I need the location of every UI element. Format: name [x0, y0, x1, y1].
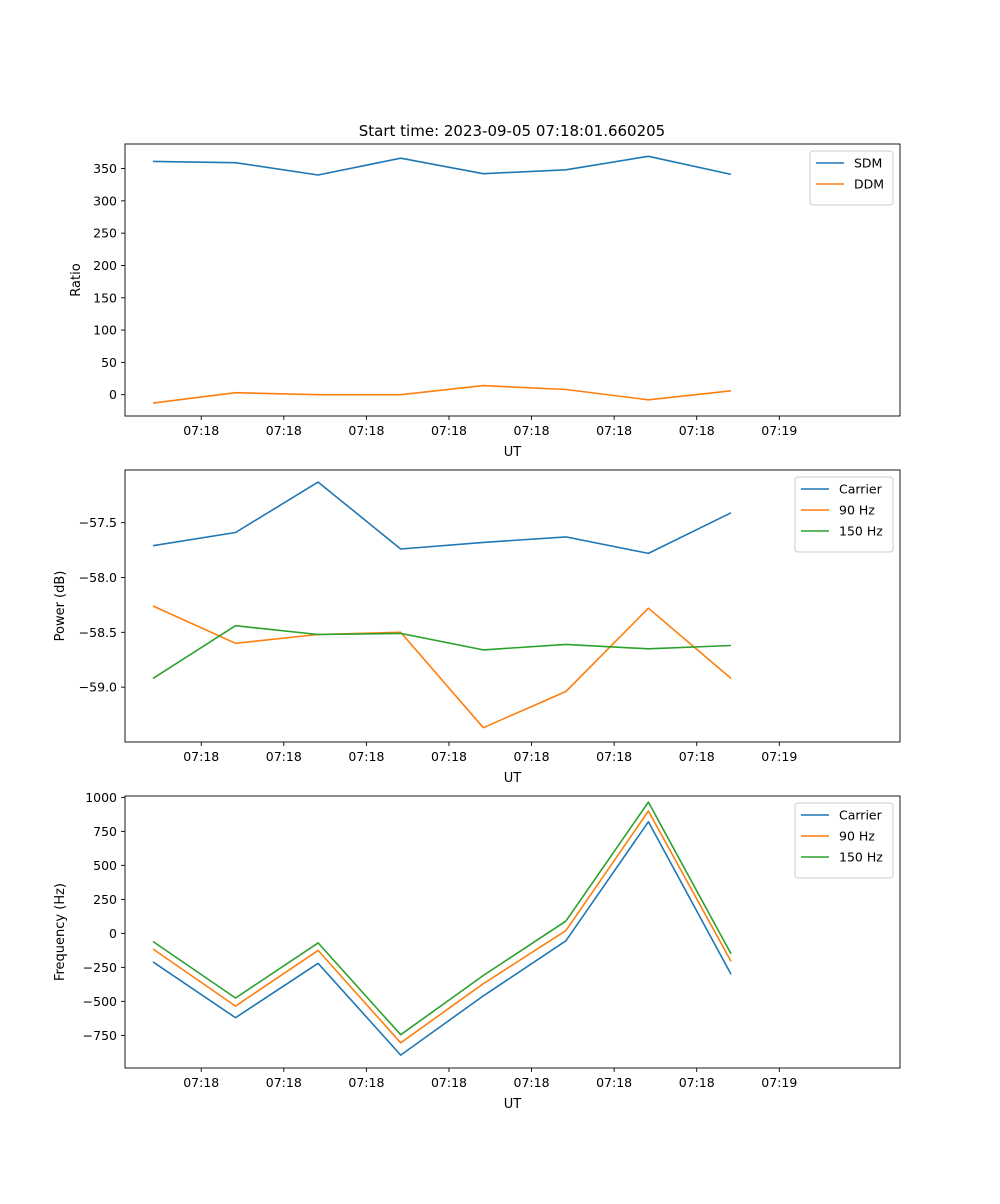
y-tick-label: −750 [83, 1028, 117, 1043]
y-axis-label: Power (dB) [53, 571, 68, 642]
y-tick-label: 200 [93, 258, 117, 273]
legend-label: 90 Hz [839, 829, 875, 844]
x-tick-label: 07:18 [266, 423, 302, 438]
chart-title: Start time: 2023-09-05 07:18:01.660205 [359, 122, 665, 140]
y-tick-label: 500 [93, 858, 117, 873]
x-tick-label: 07:18 [348, 749, 384, 764]
y-tick-label: −500 [83, 994, 117, 1009]
series-line-sdm [152, 155, 732, 176]
axes-frame [124, 469, 901, 743]
series-line-150-hz [152, 801, 732, 1036]
y-tick-label: 750 [93, 824, 117, 839]
x-axis-label: UT [504, 771, 522, 786]
legend: Carrier 90 Hz 150 Hz [794, 476, 894, 553]
y-axis-label: Ratio [69, 263, 84, 296]
x-tick-label: 07:18 [679, 749, 715, 764]
x-tick-label: 07:18 [431, 423, 467, 438]
series-line-ddm [152, 384, 732, 404]
y-tick-label: −57.5 [79, 515, 117, 530]
series-line-90-hz [152, 605, 732, 729]
axes-frame [124, 795, 901, 1069]
x-tick-label: 07:18 [679, 423, 715, 438]
y-tick-label: 350 [93, 161, 117, 176]
legend-box [794, 802, 894, 879]
legend-label: 150 Hz [839, 524, 883, 539]
y-tick-label: 50 [101, 355, 117, 370]
ratio-panel: 07:18 07:18 07:18 07:18 07:18 07:18 07:18 07:19… [69, 143, 901, 460]
legend: SDM DDM [809, 150, 894, 206]
legend-label: Carrier [839, 482, 883, 497]
y-tick-label: 100 [93, 323, 117, 338]
x-tick-label: 07:18 [183, 423, 219, 438]
x-tick-label: 07:18 [514, 423, 550, 438]
x-tick-label: 07:18 [348, 1075, 384, 1090]
x-tick-label: 07:18 [679, 1075, 715, 1090]
x-tick-label: 07:18 [514, 1075, 550, 1090]
y-tick-label: 0 [109, 387, 117, 402]
legend-label: 90 Hz [839, 503, 875, 518]
legend-label: DDM [854, 177, 884, 192]
x-tick-label: 07:18 [183, 1075, 219, 1090]
legend-box [809, 150, 894, 206]
x-tick-label: 07:19 [761, 423, 797, 438]
series-line-carrier [152, 820, 732, 1056]
series-line-90-hz [152, 810, 732, 1044]
x-tick-label: 07:19 [761, 1075, 797, 1090]
x-tick-label: 07:18 [596, 1075, 632, 1090]
legend: Carrier 90 Hz 150 Hz [794, 802, 894, 879]
power-panel: 07:18 07:18 07:18 07:18 07:18 07:18 07:18 07:19… [53, 469, 901, 786]
y-tick-label: −59.0 [79, 680, 117, 695]
legend-label: Carrier [839, 808, 883, 823]
legend-label: 150 Hz [839, 850, 883, 865]
legend-label: SDM [854, 156, 882, 171]
y-tick-label: 1000 [85, 790, 117, 805]
y-tick-label: 250 [93, 892, 117, 907]
x-tick-label: 07:18 [266, 1075, 302, 1090]
y-tick-label: −58.5 [79, 625, 117, 640]
x-tick-label: 07:18 [596, 749, 632, 764]
series-line-carrier [152, 481, 732, 555]
y-tick-label: −250 [83, 960, 117, 975]
x-tick-label: 07:18 [431, 1075, 467, 1090]
y-tick-label: 300 [93, 193, 117, 208]
x-tick-label: 07:19 [761, 749, 797, 764]
y-tick-label: −58.0 [79, 570, 117, 585]
y-tick-label: 250 [93, 226, 117, 241]
axes-frame [124, 143, 901, 417]
y-tick-label: 150 [93, 290, 117, 305]
y-axis-label: Frequency (Hz) [53, 883, 68, 981]
x-tick-label: 07:18 [514, 749, 550, 764]
series-line-150-hz [152, 624, 732, 680]
x-tick-label: 07:18 [596, 423, 632, 438]
x-tick-label: 07:18 [348, 423, 384, 438]
x-tick-label: 07:18 [266, 749, 302, 764]
x-axis-label: UT [504, 1097, 522, 1112]
frequency-panel: 07:18 07:18 07:18 07:18 07:18 07:18 07:18 07:19… [53, 790, 901, 1112]
x-axis-label: UT [504, 445, 522, 460]
legend-box [794, 476, 894, 553]
y-tick-label: 0 [109, 926, 117, 941]
x-tick-label: 07:18 [183, 749, 219, 764]
x-tick-label: 07:18 [431, 749, 467, 764]
